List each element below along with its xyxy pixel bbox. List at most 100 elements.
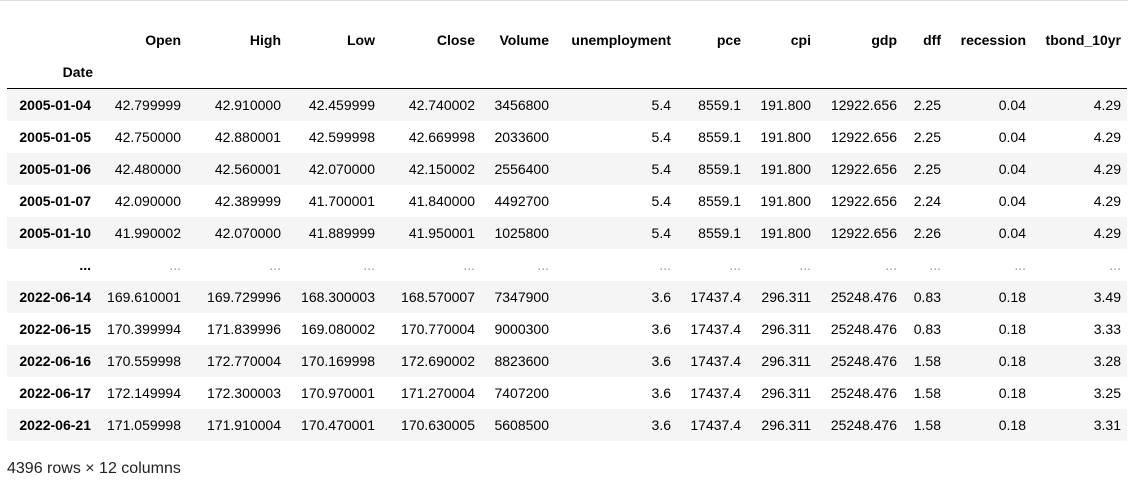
- column-header: dff: [923, 32, 941, 48]
- column-header: High: [249, 32, 281, 48]
- index-name-header: Date: [62, 64, 93, 80]
- column-header: Open: [145, 32, 181, 48]
- table-cell: 41.990002: [114, 225, 181, 241]
- table-cell: 3456800: [494, 97, 549, 113]
- table-cell: 2556400: [494, 161, 549, 177]
- dataframe-shape-text: 4396 rows × 12 columns: [7, 460, 181, 477]
- table-row: 2005-01-04 42.799999 42.910000 42.459999 42.…: [7, 88, 1127, 121]
- table-cell: 17437.4: [690, 353, 741, 369]
- table-cell: 42.090000: [114, 193, 181, 209]
- table-cell: 296.311: [761, 353, 811, 369]
- ellipsis-row: .......................................: [7, 249, 1127, 281]
- row-index-date: 2005-01-07: [19, 193, 91, 209]
- table-cell: 3.25: [1093, 385, 1121, 401]
- table-cell: 42.740002: [408, 97, 475, 113]
- table-cell: 5.4: [651, 193, 671, 209]
- column-header: unemployment: [571, 32, 671, 48]
- table-cell: ...: [799, 257, 811, 273]
- index-header-blank: [7, 24, 99, 56]
- table-cell: 2.25: [913, 161, 941, 177]
- table-cell: 2.25: [913, 97, 941, 113]
- table-cell: 0.83: [913, 289, 941, 305]
- column-header: gdp: [871, 32, 897, 48]
- table-cell: 17437.4: [690, 321, 741, 337]
- table-cell: 170.399994: [107, 321, 181, 337]
- table-cell: 8559.1: [698, 161, 741, 177]
- table-cell: 42.150002: [408, 161, 475, 177]
- table-cell: 0.04: [998, 225, 1026, 241]
- table-cell: 42.750000: [114, 129, 181, 145]
- row-index-date: ...: [79, 257, 91, 273]
- table-cell: ...: [1014, 257, 1026, 273]
- table-cell: 1.58: [913, 353, 941, 369]
- table-cell: 12922.656: [830, 193, 897, 209]
- column-header-row: Open High Low Close Volume unemployment …: [7, 24, 1127, 56]
- row-index-date: 2022-06-14: [19, 289, 91, 305]
- table-cell: ...: [269, 257, 281, 273]
- table-cell: 41.840000: [408, 193, 475, 209]
- row-index-date: 2005-01-05: [19, 129, 91, 145]
- table-cell: 17437.4: [690, 417, 741, 433]
- table-cell: 5.4: [651, 97, 671, 113]
- table-cell: ...: [363, 257, 375, 273]
- table-cell: 168.570007: [401, 289, 475, 305]
- table-cell: ...: [885, 257, 897, 273]
- table-cell: 169.729996: [207, 289, 281, 305]
- table-row: 2022-06-17 172.149994 172.300003 170.970001…: [7, 377, 1127, 409]
- table-cell: 4.29: [1093, 129, 1121, 145]
- table-cell: 296.311: [761, 385, 811, 401]
- table-cell: 42.070000: [308, 161, 375, 177]
- row-index-date: 2005-01-06: [19, 161, 91, 177]
- table-row: 2005-01-10 41.990002 42.070000 41.889999 41.…: [7, 217, 1127, 249]
- table-cell: 296.311: [761, 321, 811, 337]
- table-cell: 191.800: [760, 97, 811, 113]
- table-cell: 170.770004: [401, 321, 475, 337]
- table-cell: 191.800: [760, 129, 811, 145]
- table-cell: 25248.476: [830, 385, 897, 401]
- table-cell: 1025800: [494, 225, 549, 241]
- table-cell: 170.470001: [301, 417, 375, 433]
- table-cell: 169.610001: [107, 289, 181, 305]
- row-index-date: 2005-01-04: [19, 97, 91, 113]
- column-header: pce: [716, 32, 741, 48]
- table-cell: ...: [659, 257, 671, 273]
- table-cell: 42.599998: [308, 129, 375, 145]
- table-cell: 3.6: [651, 385, 671, 401]
- table-cell: 8559.1: [698, 193, 741, 209]
- table-cell: 4492700: [494, 193, 549, 209]
- table-cell: 0.18: [998, 321, 1026, 337]
- table-cell: 0.04: [998, 161, 1026, 177]
- table-cell: 25248.476: [830, 353, 897, 369]
- table-cell: 0.83: [913, 321, 941, 337]
- table-cell: 4.29: [1093, 193, 1121, 209]
- table-cell: 42.669998: [408, 129, 475, 145]
- table-cell: 4.29: [1093, 225, 1121, 241]
- table-cell: 42.459999: [308, 97, 375, 113]
- table-cell: 168.300003: [301, 289, 375, 305]
- table-cell: 296.311: [761, 417, 811, 433]
- row-index-date: 2022-06-21: [19, 417, 91, 433]
- table-cell: 42.910000: [214, 97, 281, 113]
- table-cell: 4.29: [1093, 161, 1121, 177]
- table-cell: 172.690002: [401, 353, 475, 369]
- table-cell: 2.26: [913, 225, 941, 241]
- table-body: 2005-01-04 42.799999 42.910000 42.459999 42.…: [7, 88, 1127, 441]
- row-index-date: 2005-01-10: [19, 225, 91, 241]
- table-cell: 25248.476: [830, 321, 897, 337]
- table-cell: 0.18: [998, 289, 1026, 305]
- table-row: 2022-06-15 170.399994 171.839996 169.080002…: [7, 313, 1127, 345]
- table-row: 2022-06-21 171.059998 171.910004 170.470001…: [7, 409, 1127, 441]
- table-cell: 191.800: [760, 225, 811, 241]
- table-cell: 172.149994: [107, 385, 181, 401]
- table-cell: 191.800: [760, 161, 811, 177]
- table-cell: 170.559998: [107, 353, 181, 369]
- table-cell: 3.6: [651, 321, 671, 337]
- table-cell: 5608500: [494, 417, 549, 433]
- table-cell: 0.04: [998, 97, 1026, 113]
- table-cell: 170.630005: [401, 417, 475, 433]
- column-header: Close: [436, 32, 475, 48]
- table-cell: 0.18: [998, 353, 1026, 369]
- table-cell: 296.311: [761, 289, 811, 305]
- table-cell: 2.25: [913, 129, 941, 145]
- table-cell: 41.700001: [308, 193, 375, 209]
